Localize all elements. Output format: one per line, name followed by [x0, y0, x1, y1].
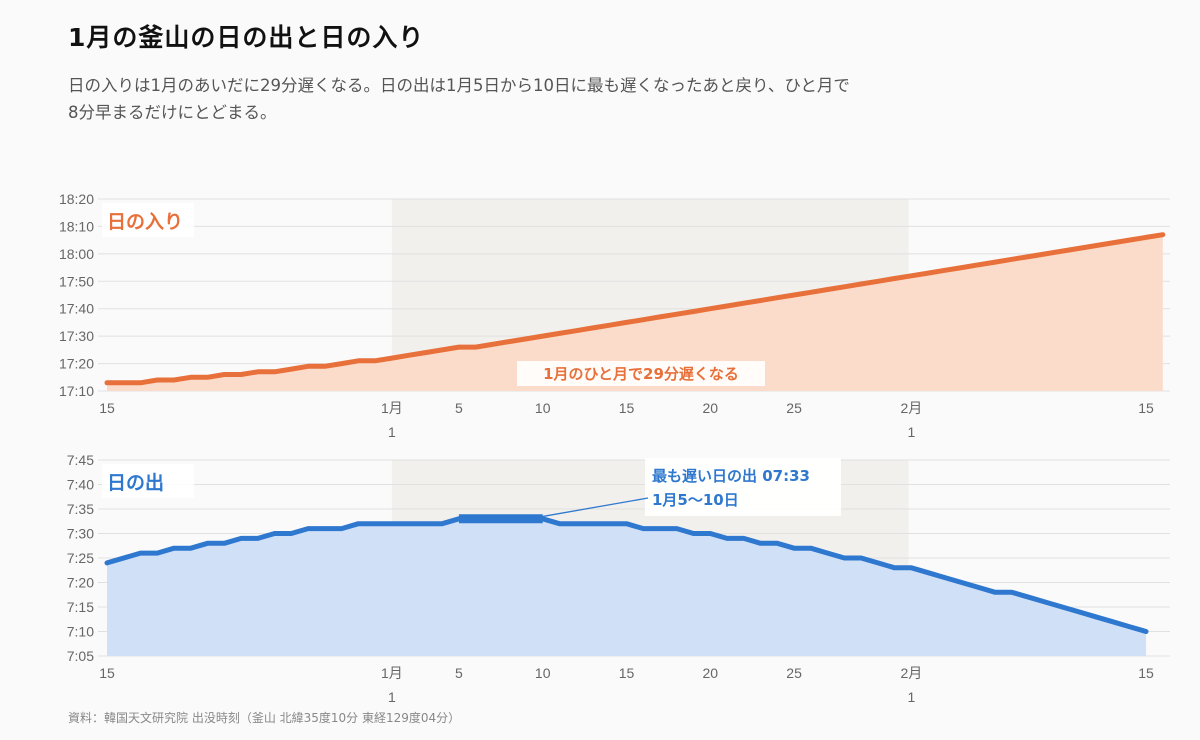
x-tick-label: 10 — [535, 665, 551, 681]
y-tick-label: 7:20 — [67, 575, 94, 591]
x-tick-label: 10 — [535, 400, 551, 416]
x-tick-label: 15 — [619, 665, 635, 681]
y-tick-label: 7:05 — [67, 648, 94, 664]
annotation-bg — [645, 458, 841, 516]
y-tick-label: 7:30 — [67, 526, 94, 542]
x-tick-label: 2月 — [900, 665, 922, 681]
sunrise-annotation-line: 1月5〜10日 — [652, 491, 739, 509]
sunrise-area — [107, 518, 1146, 656]
x-tick-label: 15 — [99, 665, 115, 681]
y-tick-label: 18:10 — [59, 218, 94, 234]
y-tick-label: 7:10 — [67, 624, 94, 640]
annotation-leader — [540, 497, 649, 518]
series-label: 日の入り — [107, 211, 183, 233]
y-tick-label: 17:20 — [59, 356, 94, 372]
annotation-bg — [517, 361, 765, 386]
x-tick-label: 15 — [99, 400, 115, 416]
x-tick-label: 20 — [703, 400, 719, 416]
x-tick-label: 15 — [1138, 400, 1154, 416]
sunrise-line — [104, 516, 1149, 634]
sunset-line — [104, 232, 1166, 386]
x-tick-label: 2月 — [900, 400, 922, 416]
y-tick-label: 7:40 — [67, 477, 94, 493]
series-label: 日の出 — [107, 471, 164, 494]
y-tick-label: 17:50 — [59, 273, 94, 289]
x-tick-label: 5 — [455, 400, 463, 416]
chart-title: 1月の釜山の日の出と日の入り — [68, 23, 425, 52]
y-tick-label: 18:20 — [59, 191, 94, 207]
source-note: 資料：韓国天文研究院 出没時刻（釜山 北緯35度10分 東経129度04分） — [68, 711, 461, 725]
sunrise-annotation-line: 最も遅い日の出 07:33 — [652, 467, 810, 485]
sunset-chart: 17:10 17:20 17:30 17:40 17:50 18:00 18:10 18:20… — [59, 191, 1170, 440]
sunset-area — [107, 234, 1163, 391]
x-tick-label: 1 — [388, 689, 396, 705]
x-tick-label: 15 — [1138, 665, 1154, 681]
y-tick-label: 17:40 — [59, 301, 94, 317]
series-label-bg — [102, 203, 194, 237]
x-tick-label: 1 — [907, 689, 915, 705]
y-tick-label: 7:25 — [67, 550, 94, 566]
x-tick-label: 1月 — [381, 665, 403, 681]
y-tick-label: 17:30 — [59, 328, 94, 344]
x-tick-label: 1月 — [381, 400, 403, 416]
y-tick-label: 7:35 — [67, 501, 94, 517]
y-tick-label: 7:45 — [67, 452, 94, 468]
x-tick-label: 20 — [703, 665, 719, 681]
y-tick-label: 18:00 — [59, 246, 94, 262]
x-tick-label: 5 — [455, 665, 463, 681]
y-tick-label: 17:10 — [59, 383, 94, 399]
sunset-annotation: 1月のひと月で29分遅くなる — [543, 365, 739, 383]
x-tick-label: 25 — [786, 400, 802, 416]
x-tick-label: 1 — [388, 424, 396, 440]
series-label-bg — [102, 464, 194, 498]
x-tick-label: 25 — [786, 665, 802, 681]
x-tick-label: 1 — [907, 424, 915, 440]
x-tick-label: 15 — [619, 400, 635, 416]
chart-subtitle: 日の入りは1月のあいだに29分遅くなる。日の出は1月5日から10日に最も遅くなっ… — [68, 76, 850, 122]
y-tick-label: 7:15 — [67, 599, 94, 615]
